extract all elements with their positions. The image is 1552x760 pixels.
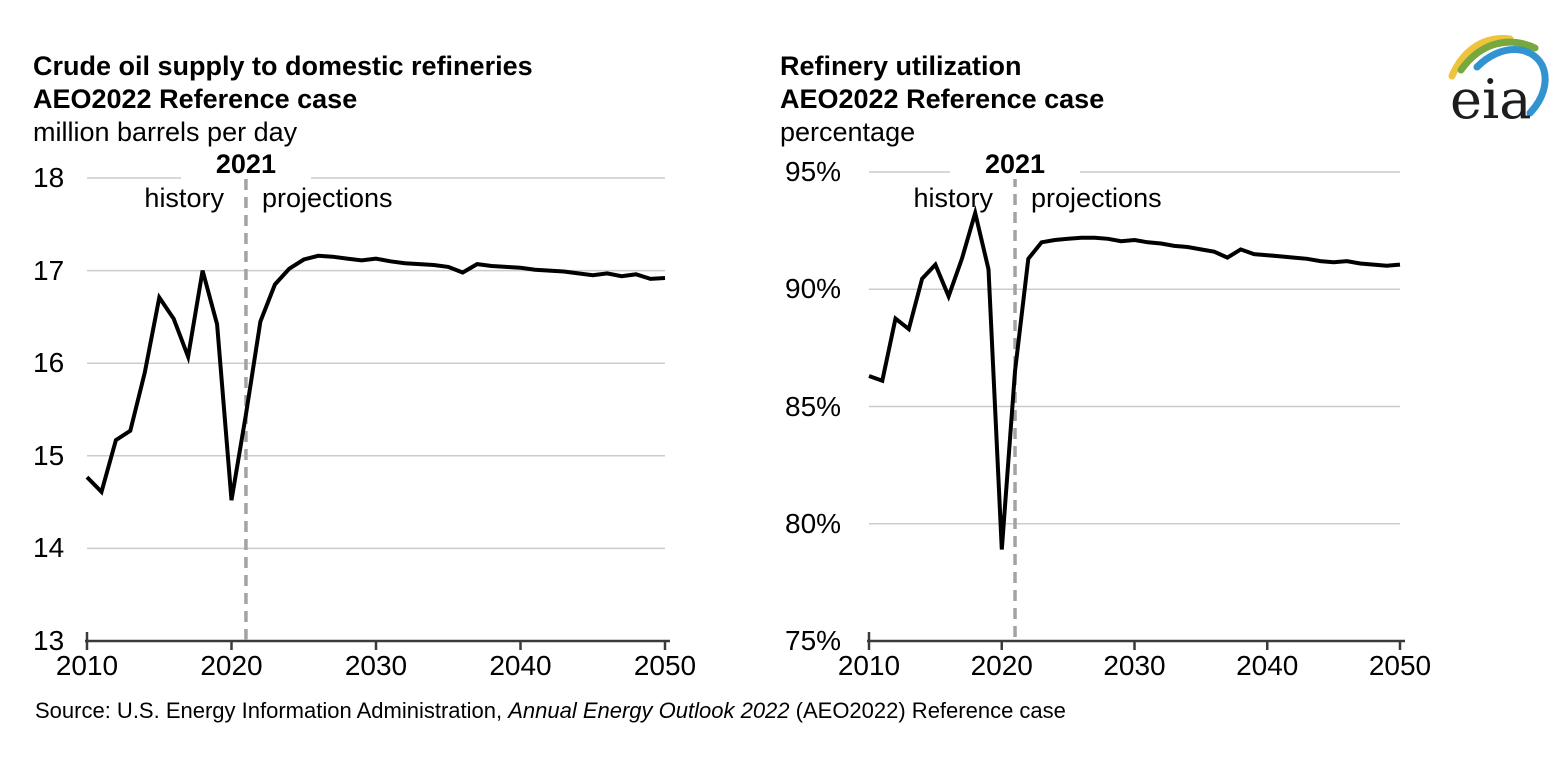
left-chart-y-tick-label: 14 (33, 532, 65, 564)
right-chart-y-tick-label: 75% (785, 625, 842, 656)
source-note-publication: Annual Energy Outlook 2022 (508, 698, 790, 723)
right-chart-x-tick-label: 2050 (1368, 650, 1432, 681)
left-chart-x-tick-label: 2030 (344, 650, 408, 681)
right-chart-data-line (868, 205, 1401, 550)
left-chart-y-tick-label: 17 (33, 254, 65, 286)
right-chart-y-tick-label: 95% (785, 156, 842, 187)
right-chart-projections-label: projections (1031, 183, 1162, 213)
eia-logo-text: eia (1450, 68, 1531, 125)
right-chart-y-tick-label: 85% (785, 390, 842, 422)
left-chart-x-tick-label: 2010 (55, 650, 119, 681)
left-chart-divider-year-label: 2021 (180, 150, 311, 179)
left-chart-y-tick-label: 15 (33, 439, 65, 471)
source-note-prefix: Source: U.S. Energy Information Administ… (35, 698, 509, 723)
eia-logo: eia (1448, 30, 1552, 131)
right-chart-x-tick-label: 2040 (1236, 650, 1299, 681)
right-chart-y-tick-label: 90% (785, 273, 842, 305)
right-chart-unit-label: percentage (780, 117, 916, 147)
right-chart-subtitle: AEO2022 Reference case (780, 84, 1105, 114)
right-chart-title-block: Refinery utilization AEO2022 Reference c… (780, 50, 1104, 149)
left-chart-y-tick-label: 13 (33, 625, 65, 656)
left-chart-subtitle: AEO2022 Reference case (33, 84, 358, 114)
right-chart-divider-year-label: 2021 (950, 150, 1081, 179)
logo-swoosh-green-icon (1457, 38, 1539, 74)
right-chart-x-tick-label: 2030 (1103, 650, 1166, 681)
left-chart-x-tick-label: 2040 (489, 650, 552, 681)
left-chart-x-tick-label: 2050 (633, 650, 697, 681)
right-chart-y-tick-label: 80% (785, 507, 842, 539)
right-chart-x-tick-label: 2020 (970, 650, 1033, 681)
left-chart-projections-label: projections (261, 183, 393, 213)
left-chart-title-block: Crude oil supply to domestic refineries … (33, 50, 533, 149)
eia-logo-graphic: eia (1448, 35, 1549, 131)
logo-swoosh-blue-icon (1473, 46, 1549, 117)
left-chart-x-tick-label: 2020 (200, 650, 263, 681)
source-note: Source: U.S. Energy Information Administ… (35, 698, 1066, 724)
logo-swoosh-gold-icon (1448, 35, 1514, 80)
left-chart-data-line (85, 253, 666, 501)
right-chart-x-tick-label: 2010 (837, 650, 901, 681)
source-note-suffix: (AEO2022) Reference case (789, 698, 1066, 723)
left-chart-y-tick-label: 16 (33, 347, 65, 379)
left-chart-unit-label: million barrels per day (33, 117, 298, 147)
left-chart-history-label: history (144, 183, 224, 213)
left-chart-y-tick-label: 18 (33, 162, 65, 193)
left-chart-title: Crude oil supply to domestic refineries (33, 51, 533, 81)
right-chart-history-label: history (913, 183, 994, 213)
right-chart-title: Refinery utilization (780, 51, 1022, 81)
